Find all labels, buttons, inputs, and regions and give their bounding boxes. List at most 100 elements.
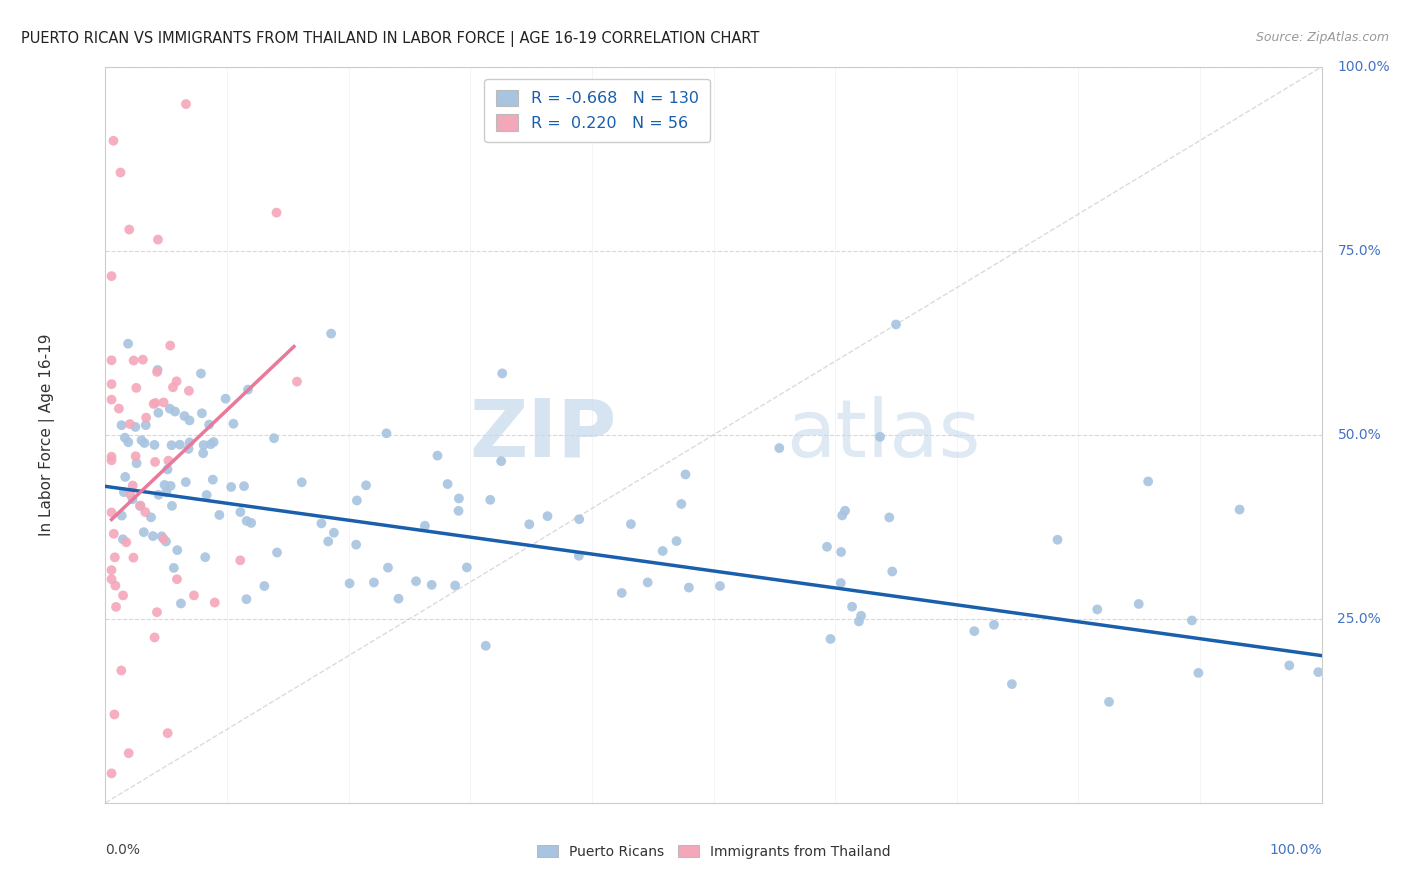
Point xyxy=(157,453,180,467)
Point xyxy=(118,417,141,431)
Point xyxy=(122,550,145,565)
Point xyxy=(709,579,731,593)
Point xyxy=(153,478,176,492)
Text: 25.0%: 25.0% xyxy=(1337,612,1381,626)
Point xyxy=(112,485,135,500)
Point xyxy=(150,529,173,543)
Text: PUERTO RICAN VS IMMIGRANTS FROM THAILAND IN LABOR FORCE | AGE 16-19 CORRELATION : PUERTO RICAN VS IMMIGRANTS FROM THAILAND… xyxy=(21,31,759,47)
Point xyxy=(568,512,591,526)
Point xyxy=(129,499,152,513)
Point xyxy=(100,269,122,284)
Point xyxy=(1229,502,1251,516)
Text: 100.0%: 100.0% xyxy=(1270,843,1322,857)
Point xyxy=(344,538,367,552)
Point xyxy=(610,586,633,600)
Point xyxy=(436,477,458,491)
Point xyxy=(1187,665,1209,680)
Point xyxy=(159,479,181,493)
Point xyxy=(100,392,122,407)
Point xyxy=(100,505,122,519)
Point xyxy=(202,435,225,450)
Point xyxy=(146,365,169,379)
Point xyxy=(139,510,162,524)
Point xyxy=(155,485,177,500)
Point xyxy=(1001,677,1024,691)
Point xyxy=(174,475,197,489)
Point xyxy=(375,426,398,441)
Point xyxy=(841,599,863,614)
Point xyxy=(346,493,368,508)
Point xyxy=(263,431,285,445)
Point xyxy=(156,726,179,740)
Point xyxy=(222,417,245,431)
Point xyxy=(156,462,179,476)
Point xyxy=(536,509,558,524)
Point xyxy=(266,545,288,559)
Point xyxy=(103,526,125,541)
Point xyxy=(110,418,132,433)
Point xyxy=(1181,614,1204,628)
Point xyxy=(131,434,153,448)
Point xyxy=(1128,597,1150,611)
Point xyxy=(148,406,170,420)
Point xyxy=(100,377,122,392)
Point xyxy=(1046,533,1069,547)
Point xyxy=(125,381,148,395)
Point xyxy=(173,409,195,423)
Point xyxy=(179,435,201,450)
Point xyxy=(236,383,259,397)
Point xyxy=(100,450,122,464)
Point xyxy=(479,492,502,507)
Point xyxy=(266,205,288,219)
Point xyxy=(105,599,128,614)
Point xyxy=(112,588,135,602)
Point xyxy=(166,572,188,586)
Point xyxy=(447,504,470,518)
Point xyxy=(200,437,222,451)
Point xyxy=(134,505,156,519)
Point xyxy=(169,437,191,451)
Text: atlas: atlas xyxy=(786,396,981,474)
Point xyxy=(142,397,165,411)
Point xyxy=(132,525,155,540)
Point xyxy=(235,592,257,607)
Point xyxy=(159,338,181,352)
Point xyxy=(848,615,870,629)
Point xyxy=(129,499,152,513)
Point xyxy=(146,233,169,247)
Point xyxy=(651,544,673,558)
Point xyxy=(194,550,217,565)
Point xyxy=(316,534,339,549)
Point xyxy=(179,413,201,427)
Point xyxy=(1278,658,1301,673)
Point xyxy=(124,449,146,463)
Point xyxy=(1085,602,1108,616)
Point xyxy=(100,572,122,586)
Point xyxy=(103,707,125,722)
Text: 50.0%: 50.0% xyxy=(1337,428,1381,442)
Point xyxy=(219,480,242,494)
Point xyxy=(363,575,385,590)
Point xyxy=(675,467,697,482)
Point xyxy=(191,406,214,420)
Point xyxy=(884,318,907,332)
Point xyxy=(489,454,512,468)
Point xyxy=(253,579,276,593)
Point xyxy=(163,404,186,418)
Point xyxy=(354,478,377,492)
Point xyxy=(339,576,361,591)
Point xyxy=(117,435,139,450)
Point xyxy=(1137,475,1160,489)
Point xyxy=(110,664,132,678)
Point xyxy=(111,533,134,547)
Point xyxy=(229,505,252,519)
Point xyxy=(456,560,478,574)
Point xyxy=(118,746,141,760)
Point xyxy=(110,165,132,179)
Point xyxy=(121,492,143,507)
Point xyxy=(183,588,205,602)
Point xyxy=(148,488,170,502)
Point xyxy=(120,487,142,501)
Point xyxy=(233,479,256,493)
Point xyxy=(114,431,136,445)
